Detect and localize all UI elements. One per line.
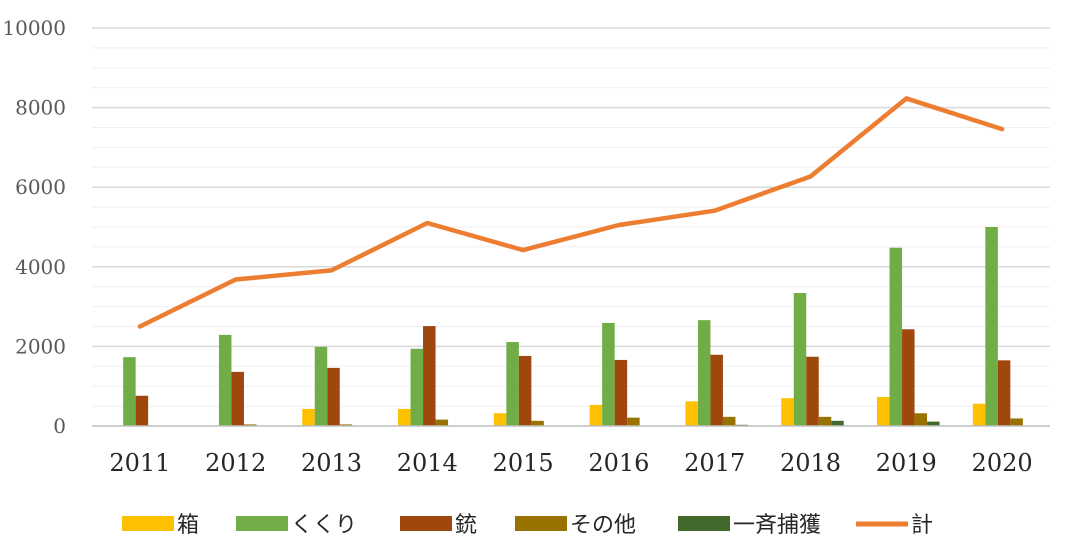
bar-1-2014 <box>398 408 411 426</box>
x-tick-label: 2014 <box>397 449 458 477</box>
y-tick-label: 2000 <box>15 334 66 358</box>
bar-4-2012 <box>243 424 257 426</box>
bar-5-2018 <box>831 420 844 426</box>
bar-1-2017 <box>685 401 698 426</box>
x-tick-label: 2017 <box>684 449 745 477</box>
bar-1-2019 <box>877 396 890 426</box>
bar-2-2018 <box>793 293 807 426</box>
bar-1-2013 <box>302 408 315 426</box>
x-tick-label: 2016 <box>588 449 649 477</box>
bar-2-2014 <box>410 348 424 426</box>
bar-1-2020 <box>972 403 986 426</box>
bar-3-2015 <box>518 355 532 426</box>
bars <box>123 227 1023 426</box>
legend-swatch <box>236 516 288 531</box>
bar-2-2015 <box>506 342 519 426</box>
x-tick-label: 2013 <box>301 449 362 477</box>
bar-1-2018 <box>781 398 794 426</box>
bar-2-2017 <box>697 320 711 426</box>
legend-label: 計 <box>911 513 933 538</box>
bar-3-2013 <box>327 367 340 426</box>
bar-4-2017 <box>722 416 736 426</box>
x-tick-label: 2015 <box>493 449 554 477</box>
legend-swatch <box>122 516 174 531</box>
bar-3-2017 <box>710 354 723 426</box>
x-tick-label: 2020 <box>972 449 1033 477</box>
bar-4-2019 <box>914 413 928 426</box>
y-tick-label: 10000 <box>2 16 66 40</box>
line-series-total <box>137 96 1005 329</box>
bar-2-2019 <box>889 247 903 426</box>
bar-3-2019 <box>902 329 915 426</box>
bar-4-2018 <box>818 416 832 426</box>
x-axis: 2011 2012 2013 2014 2015 2016 2017 2018 2019 2020 <box>109 449 1032 477</box>
bar-4-2016 <box>627 417 640 426</box>
gridlines <box>92 27 1050 407</box>
x-tick-label: 2019 <box>876 449 937 477</box>
bar-3-2016 <box>614 359 628 426</box>
legend-label: 箱 <box>177 513 199 538</box>
x-tick-label: 2011 <box>109 449 170 477</box>
y-tick-label: 0 <box>53 414 66 438</box>
bar-4-2020 <box>1010 418 1023 426</box>
bar-2-2016 <box>602 322 615 426</box>
bar-1-2016 <box>589 404 603 426</box>
total-line <box>137 96 1005 329</box>
bar-3-2014 <box>423 326 436 426</box>
bar-2-2013 <box>314 346 328 426</box>
legend: 箱 くくり 銃 その他 一斉捕獲 計 <box>122 513 933 538</box>
bar-4-2015 <box>531 420 544 426</box>
x-tick-label: 2012 <box>205 449 266 477</box>
bar-4-2013 <box>339 424 353 426</box>
y-tick-label: 6000 <box>15 175 66 199</box>
bar-2-2012 <box>218 334 232 426</box>
legend-label: その他 <box>570 513 636 538</box>
bar-3-2011 <box>135 395 149 426</box>
bar-5-2019 <box>927 421 940 426</box>
bar-3-2020 <box>997 360 1011 426</box>
legend-swatch <box>515 516 567 531</box>
legend-label: 銃 <box>455 513 477 538</box>
legend-label: 一斉捕獲 <box>733 513 821 538</box>
y-axis: 0 2000 4000 6000 8000 10000 <box>2 16 66 438</box>
bar-1-2015 <box>493 413 507 426</box>
legend-swatch <box>678 516 730 531</box>
bar-3-2012 <box>231 371 244 426</box>
legend-swatch <box>400 516 452 531</box>
bar-4-2014 <box>435 419 449 426</box>
y-tick-label: 8000 <box>15 96 66 120</box>
y-tick-label: 4000 <box>15 255 66 279</box>
bar-3-2018 <box>806 356 819 426</box>
bar-2-2011 <box>123 357 136 426</box>
x-tick-label: 2018 <box>780 449 841 477</box>
legend-label: くくり <box>291 513 357 538</box>
bar-2-2020 <box>985 227 998 426</box>
